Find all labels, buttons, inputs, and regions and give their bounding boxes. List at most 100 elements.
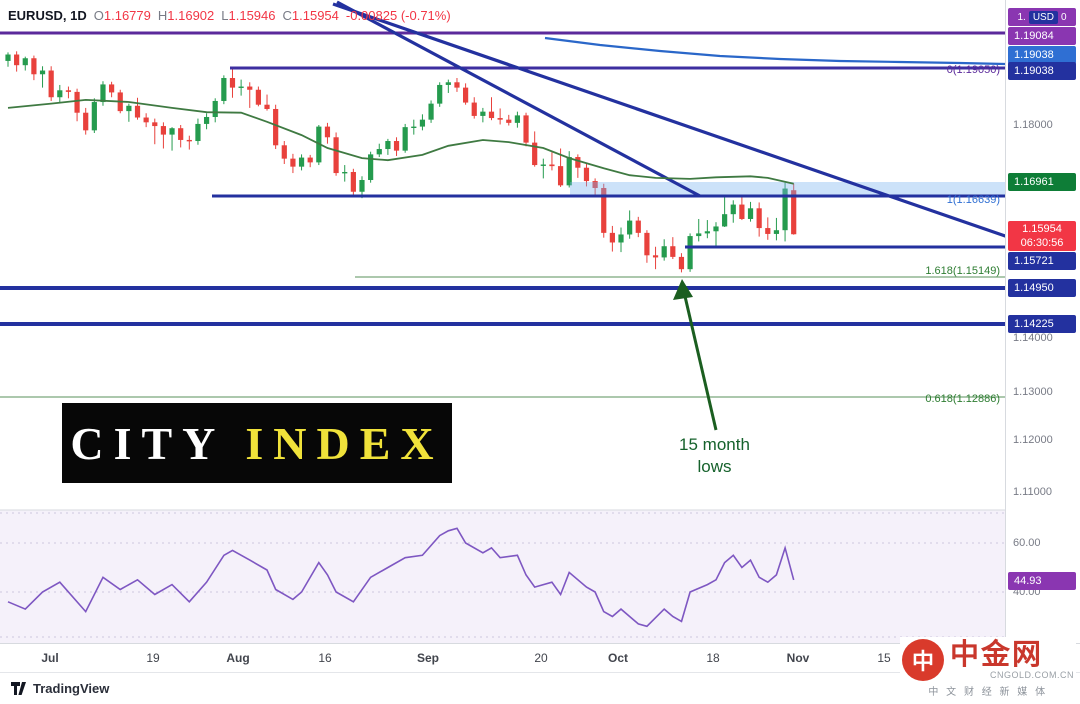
chart-canvas[interactable]: [0, 0, 1005, 643]
candle-body: [471, 102, 477, 116]
candle-body: [48, 70, 54, 98]
candle-body: [652, 255, 659, 258]
candle-body: [152, 122, 158, 127]
annotation-line-1: 15 month: [679, 435, 750, 454]
candle-body: [575, 157, 581, 168]
candle-body: [39, 70, 46, 75]
price-badge-1.16961: 1.16961: [1008, 173, 1076, 191]
candle-body: [195, 123, 201, 142]
candle-body: [350, 171, 356, 192]
candle-body: [143, 117, 149, 123]
candle-body: [445, 82, 451, 85]
candle-body: [203, 116, 210, 124]
price-badge-1.15721: 1.15721: [1008, 252, 1076, 270]
annotation-arrow-shaft: [682, 291, 718, 431]
price-badge-1.15954: 1.15954 06:30:56: [1008, 221, 1076, 251]
price-axis-label: 1.13000: [1013, 386, 1053, 398]
candle-body: [506, 119, 512, 123]
city-index-word-city: CITY: [70, 417, 226, 469]
candle-body: [393, 141, 400, 151]
fib-label: 0.618(1.12886): [925, 393, 1000, 405]
candle-body: [514, 115, 521, 123]
candle-body: [178, 128, 184, 140]
candle-body: [480, 111, 486, 116]
candle-body: [644, 232, 650, 256]
candle-body: [583, 167, 590, 182]
candle-body: [264, 104, 270, 109]
candle-body: [747, 208, 754, 219]
candle-body: [557, 166, 564, 186]
ma-blue-line: [544, 36, 1005, 66]
time-axis-label-19: 19: [146, 651, 160, 665]
candle-body: [229, 78, 236, 88]
city-index-word-index: INDEX: [245, 417, 444, 469]
candle-body: [298, 157, 305, 167]
candle-body: [791, 190, 797, 235]
price-axis-label: 60.00: [1013, 537, 1041, 549]
open-value: 1.16779: [103, 8, 151, 23]
candle-body: [333, 137, 339, 174]
candle-body: [661, 246, 667, 258]
time-axis-label-Sep: Sep: [416, 651, 440, 665]
cngold-name: 中金网: [950, 639, 1044, 671]
candle-body: [186, 139, 192, 142]
tradingview-logo-icon: [11, 682, 26, 695]
candle-body: [722, 214, 728, 227]
price-scale-top-badge: 1. USD 0: [1008, 8, 1076, 26]
candle-body: [635, 220, 641, 233]
price-badge-44.93: 44.93: [1008, 572, 1076, 590]
candle-body: [670, 246, 676, 257]
downtrend-line: [336, 0, 701, 198]
price-axis[interactable]: 1. USD 0 1.18000 1.14000 1.13000 1.12000 1.1…: [1005, 0, 1080, 643]
fib-label: 0(1.19050): [946, 64, 1000, 76]
candle-body: [437, 84, 443, 104]
candle-body: [739, 204, 745, 219]
change-value: -0.00825 (-0.71%): [345, 8, 451, 23]
cngold-tagline: 中 文 财 经 新 媒 体: [928, 687, 1048, 698]
candle-body: [273, 108, 279, 146]
annotation-line-2: lows: [697, 457, 732, 476]
tradingview-logo-text: TradingView: [33, 681, 110, 696]
cngold-watermark: 中 中金网 CNGOLD.COM.CN 中 文 财 经 新 媒 体: [900, 637, 1076, 702]
candle-body: [540, 164, 546, 166]
price-badge-1.19038: 1.19038: [1008, 62, 1076, 80]
candle-body: [609, 232, 615, 243]
candle-body: [307, 157, 313, 163]
symbol-legend[interactable]: EURUSD, 1D O1.16779 H1.16902 L1.15946 C1.159…: [8, 8, 451, 23]
candle-body: [497, 118, 503, 120]
price-badge-1.14950: 1.14950: [1008, 279, 1076, 297]
candle-body: [57, 90, 63, 98]
open-label: O: [93, 8, 104, 23]
candle-body: [687, 236, 693, 270]
candle-body: [359, 180, 365, 192]
time-axis-label-15: 15: [877, 651, 891, 665]
candle-body: [324, 126, 331, 138]
candle-body: [160, 126, 167, 135]
candle-body: [696, 233, 702, 237]
candle-body: [109, 84, 115, 93]
time-axis-label-Nov: Nov: [786, 651, 810, 665]
candle-body: [549, 164, 555, 167]
candle-body: [454, 82, 460, 88]
candle-body: [411, 126, 417, 129]
price-scale-currency-button[interactable]: USD: [1028, 10, 1058, 24]
candle-body: [91, 102, 97, 131]
time-axis-label-Jul: Jul: [41, 651, 59, 665]
tradingview-logo[interactable]: TradingView: [10, 681, 109, 696]
candle-body: [290, 158, 296, 167]
symbol-title[interactable]: EURUSD, 1D: [8, 8, 87, 23]
cngold-logo-icon: 中: [902, 639, 944, 681]
downtrend-line: [332, 2, 1005, 238]
candle-body: [247, 86, 253, 90]
price-badge-1.19084: 1.19084: [1008, 27, 1076, 45]
rsi-line: [7, 527, 795, 628]
close-label: C: [282, 8, 292, 23]
price-axis-label: 1.12000: [1013, 434, 1053, 446]
cngold-domain: CNGOLD.COM.CN: [989, 670, 1074, 680]
candle-body: [704, 231, 710, 234]
candle-body: [601, 188, 607, 233]
candle-body: [221, 78, 227, 101]
fib-label: 1(1.16639): [946, 194, 1000, 206]
high-value: 1.16902: [167, 8, 215, 23]
candle-body: [385, 141, 391, 150]
